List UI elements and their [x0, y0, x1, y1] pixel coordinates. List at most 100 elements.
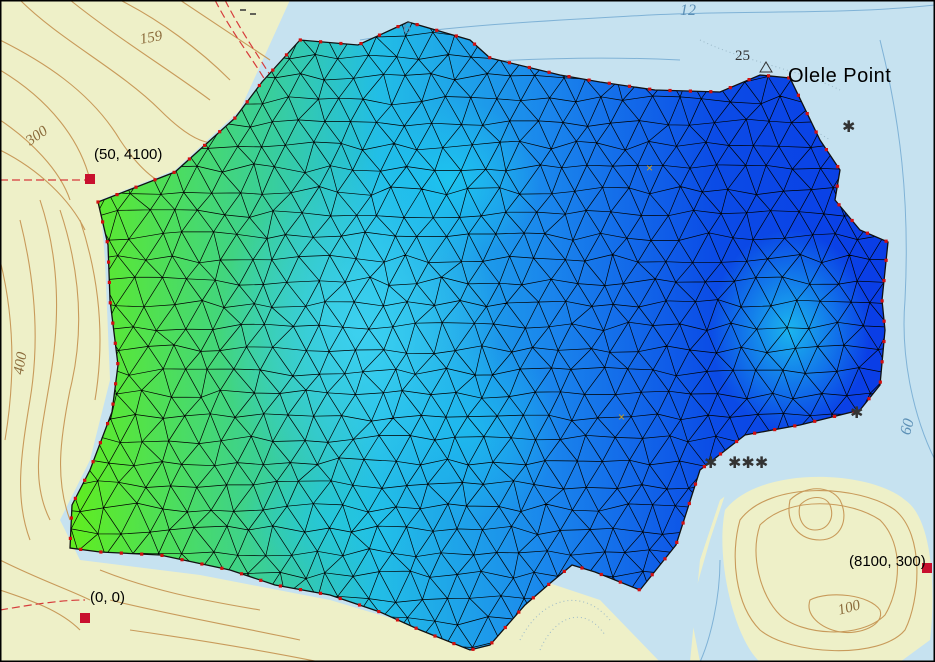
- boundary-node: [339, 41, 343, 46]
- boundary-node: [728, 86, 732, 90]
- boundary-node: [259, 578, 263, 582]
- boundary-node: [627, 84, 632, 88]
- boundary-node: [747, 78, 751, 82]
- boundary-node: [218, 130, 222, 134]
- boundary-node: [805, 112, 809, 116]
- marker-top-left: [85, 174, 95, 184]
- rocks: ✱ ✱ ✱ ✱✱✱: [704, 117, 863, 472]
- boundary-node: [172, 170, 176, 174]
- boundary-node: [108, 301, 112, 305]
- boundary-node: [284, 53, 289, 57]
- boundary-node: [618, 580, 622, 584]
- boundary-node: [527, 65, 531, 70]
- boundary-node: [787, 76, 791, 80]
- boundary-node: [113, 341, 117, 345]
- boundary-node: [107, 260, 111, 264]
- boundary-node: [111, 321, 115, 325]
- boundary-node: [99, 550, 103, 554]
- boundary-node: [567, 75, 571, 79]
- boundary-node: [648, 87, 652, 91]
- boundary-node: [882, 319, 886, 323]
- boundary-node: [359, 42, 363, 46]
- boundary-node: [850, 218, 854, 223]
- boundary-node: [580, 566, 584, 570]
- boundary-node: [298, 588, 303, 592]
- boundary-node: [245, 100, 249, 104]
- boundary-node: [517, 610, 521, 614]
- boundary-node: [607, 81, 611, 85]
- boundary-node: [531, 596, 535, 600]
- boundary-node: [837, 203, 841, 207]
- contour-lines: [0, 0, 321, 662]
- boundary-node: [547, 582, 551, 586]
- boundary-node: [233, 116, 237, 120]
- boundary-node: [105, 240, 109, 244]
- boundary-node: [884, 258, 888, 262]
- boundary-node: [814, 130, 818, 134]
- boundary-node: [203, 143, 207, 147]
- svg-text:✱: ✱: [850, 403, 863, 422]
- boundary-node: [852, 409, 856, 413]
- boundary-node: [271, 68, 275, 72]
- marker-right: [922, 563, 932, 573]
- boundary-node: [663, 557, 667, 561]
- boundary-node: [688, 89, 692, 93]
- place-name-label: Olele Point: [788, 65, 892, 87]
- boundary-node: [319, 40, 323, 44]
- boundary-node: [79, 547, 83, 551]
- boundary-node: [880, 299, 884, 303]
- boundary-node: [69, 516, 73, 520]
- boundary-node: [116, 362, 120, 366]
- point-symbol: [759, 61, 773, 73]
- boundary-node: [490, 641, 494, 645]
- boundary-node: [880, 360, 884, 364]
- boundary-node: [773, 428, 777, 432]
- boundary-node: [377, 610, 381, 614]
- boundary-node: [395, 618, 400, 622]
- boundary-node: [824, 148, 828, 152]
- boundary-node: [160, 553, 164, 557]
- boundary-node: [668, 88, 672, 93]
- depth-label-12: 12: [680, 2, 696, 19]
- boundary-node: [134, 185, 138, 189]
- boundary-node: [220, 566, 224, 570]
- coordinate-label-right: (8100, 300): [849, 553, 926, 570]
- boundary-node: [278, 584, 282, 588]
- boundary-node: [257, 83, 261, 88]
- boundary-node: [415, 23, 419, 27]
- boundary-node: [338, 596, 342, 601]
- boundary-node: [119, 551, 123, 555]
- boundary-node: [547, 70, 551, 74]
- boundary-node: [239, 572, 244, 576]
- boundary-nodes: [68, 23, 888, 651]
- boundary-node: [832, 414, 837, 418]
- boundary-node: [878, 380, 882, 384]
- boundary-node: [452, 642, 456, 646]
- boundary-node: [835, 184, 839, 188]
- boundary-node: [884, 239, 888, 243]
- boundary-node: [91, 460, 95, 464]
- boundary-node: [882, 339, 886, 344]
- boundary-node: [187, 157, 191, 161]
- boundary-node: [735, 439, 739, 444]
- gauge-marker-2: ×: [618, 410, 625, 424]
- boundary-node: [357, 603, 362, 607]
- boundary-node: [693, 482, 698, 486]
- svg-text:✱✱✱: ✱✱✱: [728, 453, 768, 472]
- boundary-node: [114, 382, 118, 386]
- boundary-node: [681, 521, 685, 525]
- boundary-node: [396, 25, 400, 29]
- reference-markers: × ×: [80, 161, 932, 623]
- boundary-node: [836, 165, 840, 169]
- road: [0, 0, 274, 611]
- depth-surface: [70, 22, 888, 650]
- boundary-node: [503, 625, 507, 630]
- boundary-node: [98, 441, 102, 445]
- boundary-node: [433, 634, 437, 638]
- svg-text:✱: ✱: [842, 117, 855, 136]
- boundary-node: [687, 501, 691, 506]
- depth-label-6: 6: [403, 20, 411, 37]
- boundary-node: [68, 536, 72, 540]
